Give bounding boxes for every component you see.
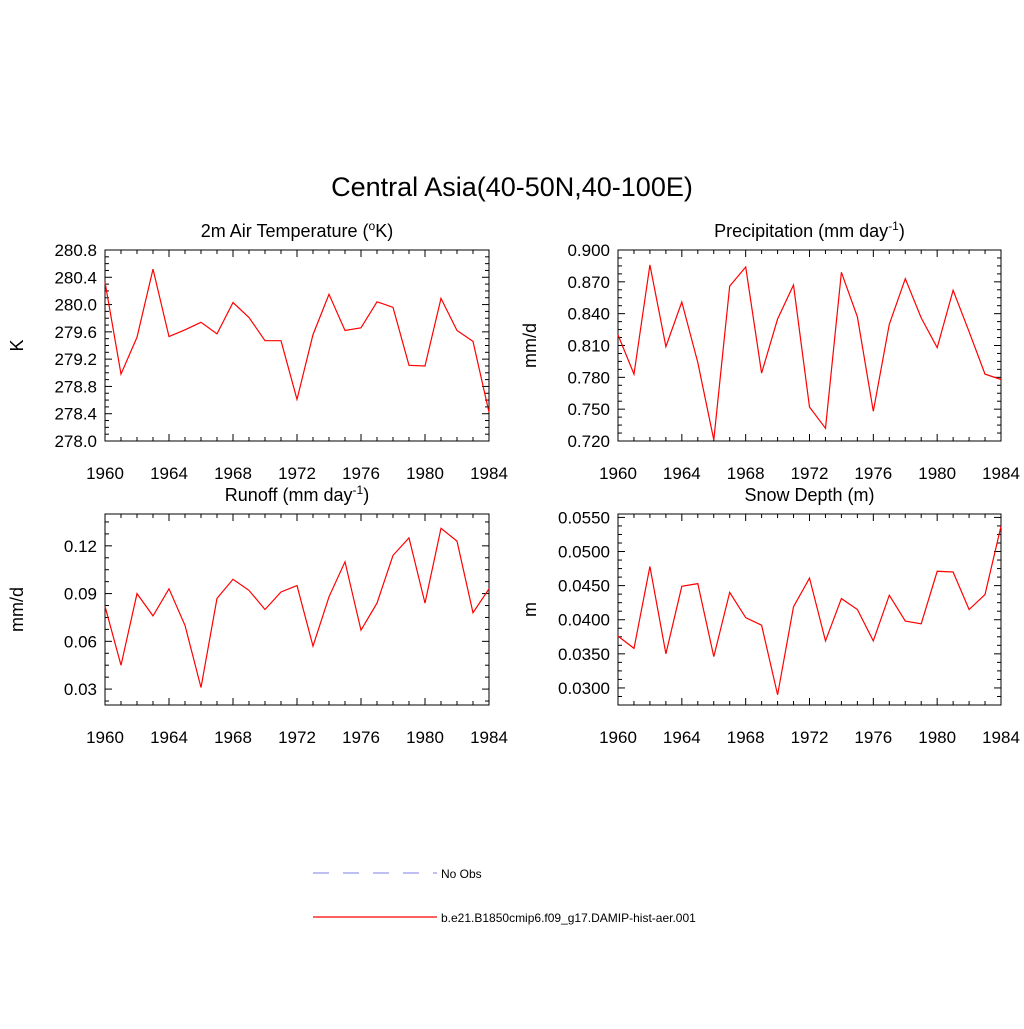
plot-frame bbox=[104, 513, 490, 706]
y-tick-label: 0.0450 bbox=[558, 577, 610, 596]
y-axis-label: K bbox=[7, 339, 27, 351]
series-line bbox=[617, 264, 1002, 441]
panel-title-main: Snow Depth (m) bbox=[744, 485, 874, 505]
plot-frame bbox=[104, 249, 490, 442]
panel-title-sup: o bbox=[369, 219, 376, 233]
panels: 2m Air Temperature (oK) K 1960 1964 1968 1972… bbox=[7, 219, 1020, 747]
y-tick-label: 278.8 bbox=[54, 377, 97, 396]
x-tick-label: 1972 bbox=[791, 728, 829, 747]
y-tick-label: 0.870 bbox=[567, 273, 610, 292]
y-tick-label: 0.09 bbox=[64, 585, 97, 604]
legend: No Obs b.e21.B1850cmip6.f09_g17.DAMIP-his… bbox=[313, 867, 696, 925]
y-tick-label: 278.0 bbox=[54, 432, 97, 451]
y-tick-label: 0.720 bbox=[567, 432, 610, 451]
x-tick-label: 1976 bbox=[854, 728, 892, 747]
x-tick-label: 1972 bbox=[278, 464, 316, 483]
x-tick-label: 1968 bbox=[727, 728, 765, 747]
y-tick-label: 0.0500 bbox=[558, 543, 610, 562]
x-tick-label: 1964 bbox=[663, 728, 701, 747]
plot-frame bbox=[617, 513, 1002, 706]
x-tick-label: 1972 bbox=[791, 464, 829, 483]
y-tick-label: 280.0 bbox=[54, 296, 97, 315]
x-tick-label: 1976 bbox=[342, 464, 380, 483]
y-axis-label: mm/d bbox=[520, 323, 540, 368]
y-tick-label: 0.12 bbox=[64, 537, 97, 556]
x-tick-label: 1960 bbox=[86, 728, 124, 747]
series-line bbox=[617, 526, 1002, 695]
x-tick-label: 1980 bbox=[406, 464, 444, 483]
y-tick-label: 0.810 bbox=[567, 337, 610, 356]
y-tick-label: 280.8 bbox=[54, 241, 97, 260]
y-tick-label: 0.840 bbox=[567, 305, 610, 324]
x-tick-label: 1984 bbox=[982, 464, 1020, 483]
panel-title-end: K) bbox=[375, 221, 393, 241]
x-tick-label: 1976 bbox=[342, 728, 380, 747]
x-tick-label: 1964 bbox=[663, 464, 701, 483]
x-tick-label: 1984 bbox=[470, 464, 508, 483]
panel-title: Snow Depth (m) bbox=[744, 485, 874, 505]
legend-label: b.e21.B1850cmip6.f09_g17.DAMIP-hist-aer.… bbox=[441, 911, 696, 925]
panel-3: Runoff (mm day-1) mm/d 1960 1964 1968 1972 197… bbox=[7, 483, 508, 747]
x-tick-label: 1968 bbox=[214, 728, 252, 747]
x-tick-label: 1984 bbox=[982, 728, 1020, 747]
y-axis-label: mm/d bbox=[7, 587, 27, 632]
panel-title-sup: -1 bbox=[353, 483, 364, 497]
y-tick-label: 0.03 bbox=[64, 680, 97, 699]
series-line bbox=[104, 268, 490, 413]
panel-1: 2m Air Temperature (oK) K 1960 1964 1968 1972… bbox=[7, 219, 508, 483]
panel-title-sup: -1 bbox=[888, 219, 899, 233]
y-axis-label: m bbox=[520, 602, 540, 617]
panel-title-end: ) bbox=[363, 485, 369, 505]
y-tick-label: 279.2 bbox=[54, 350, 97, 369]
series-line bbox=[104, 527, 490, 688]
x-tick-label: 1960 bbox=[86, 464, 124, 483]
x-tick-label: 1984 bbox=[470, 728, 508, 747]
legend-label: No Obs bbox=[441, 867, 482, 881]
panel-title-end: ) bbox=[899, 221, 905, 241]
y-tick-label: 0.780 bbox=[567, 368, 610, 387]
panel-title: 2m Air Temperature (oK) bbox=[201, 219, 393, 241]
figure-title: Central Asia(40-50N,40-100E) bbox=[331, 172, 693, 202]
y-tick-label: 0.0350 bbox=[558, 645, 610, 664]
panel-title: Runoff (mm day-1) bbox=[225, 483, 369, 505]
x-tick-label: 1964 bbox=[150, 464, 188, 483]
x-tick-label: 1968 bbox=[727, 464, 765, 483]
plot-frame bbox=[617, 249, 1002, 442]
panel-title-main: Runoff (mm day bbox=[225, 485, 353, 505]
x-tick-label: 1972 bbox=[278, 728, 316, 747]
y-tick-label: 0.750 bbox=[567, 400, 610, 419]
x-tick-label: 1964 bbox=[150, 728, 188, 747]
x-tick-label: 1968 bbox=[214, 464, 252, 483]
y-tick-label: 0.0400 bbox=[558, 611, 610, 630]
panel-4: Snow Depth (m) m 1960 1964 1968 1972 1976 1980 1… bbox=[520, 485, 1020, 747]
y-tick-label: 0.0300 bbox=[558, 679, 610, 698]
panel-title-main: 2m Air Temperature ( bbox=[201, 221, 369, 241]
y-tick-label: 279.6 bbox=[54, 323, 97, 342]
x-tick-label: 1980 bbox=[918, 728, 956, 747]
x-tick-label: 1960 bbox=[599, 728, 637, 747]
panel-title: Precipitation (mm day-1) bbox=[714, 219, 905, 241]
panel-title-main: Precipitation (mm day bbox=[714, 221, 888, 241]
panel-2: Precipitation (mm day-1) mm/d 1960 1964 1968… bbox=[520, 219, 1020, 483]
x-tick-label: 1980 bbox=[406, 728, 444, 747]
y-tick-label: 0.900 bbox=[567, 241, 610, 260]
x-tick-label: 1976 bbox=[854, 464, 892, 483]
x-tick-label: 1960 bbox=[599, 464, 637, 483]
y-tick-label: 0.0550 bbox=[558, 508, 610, 527]
x-tick-label: 1980 bbox=[918, 464, 956, 483]
y-tick-label: 278.4 bbox=[54, 405, 97, 424]
y-tick-label: 280.4 bbox=[54, 268, 97, 287]
y-tick-label: 0.06 bbox=[64, 632, 97, 651]
